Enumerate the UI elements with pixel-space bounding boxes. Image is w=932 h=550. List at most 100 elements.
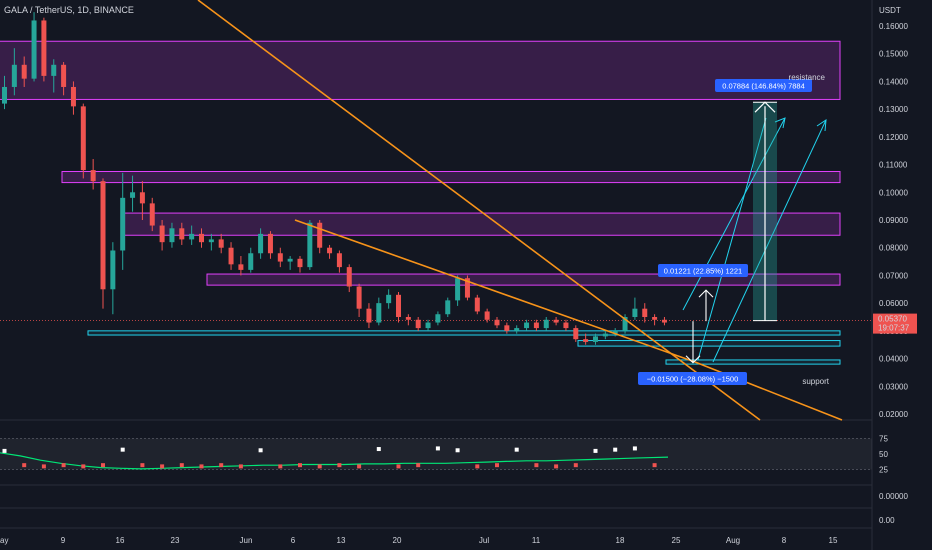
- oscillator-marker: [593, 448, 598, 453]
- candle: [642, 308, 648, 317]
- time-tick-label: 6: [291, 536, 296, 545]
- time-tick-label: 9: [61, 536, 66, 545]
- candle: [149, 203, 155, 226]
- symbol-title: GALA / TetherUS, 1D, BINANCE: [4, 5, 134, 15]
- oscillator-marker: [396, 464, 401, 469]
- oscillator-marker: [514, 447, 519, 452]
- candle: [31, 20, 37, 79]
- oscillator-marker: [495, 463, 499, 468]
- price-tick-label: 0.12000: [879, 133, 908, 142]
- countdown-label: 19:07:37: [878, 324, 910, 333]
- oscillator-marker: [278, 464, 283, 469]
- oscillator-tick-label: 50: [879, 450, 888, 459]
- oscillator-marker: [573, 463, 578, 468]
- price-tick-label: 0.14000: [879, 77, 908, 86]
- projection-line: [682, 117, 786, 311]
- oscillator-marker: [534, 463, 539, 468]
- candle: [435, 314, 441, 323]
- candle: [51, 64, 57, 76]
- candle: [533, 322, 539, 329]
- candle: [199, 233, 204, 243]
- candle: [41, 20, 47, 76]
- candle: [327, 247, 333, 254]
- oscillator-tick-label: 25: [879, 466, 888, 475]
- price-tick-label: 0.13000: [879, 105, 908, 114]
- time-tick-label: 15: [829, 536, 838, 545]
- oscillator-marker: [41, 464, 46, 469]
- candle: [218, 239, 224, 248]
- candle: [297, 258, 303, 268]
- candle: [80, 106, 86, 171]
- candle: [602, 333, 608, 337]
- candle: [228, 247, 234, 265]
- oscillator-marker: [258, 448, 263, 453]
- price-tick-label: 0.04000: [879, 355, 908, 364]
- candle: [504, 325, 510, 331]
- resistance-zone: [0, 40, 841, 100]
- oscillator-marker: [435, 446, 440, 451]
- oscillator-tick-label: 75: [879, 435, 888, 444]
- candle: [336, 253, 342, 268]
- oscillator-marker: [61, 463, 66, 468]
- candle: [356, 286, 362, 309]
- oscillator-marker: [652, 463, 657, 468]
- resistance-zone: [61, 171, 841, 184]
- candle: [287, 258, 293, 262]
- oscillator-marker: [81, 464, 86, 469]
- support-label: support: [802, 377, 829, 386]
- price-tick-label: 0.07000: [879, 271, 908, 280]
- time-tick-label: ay: [0, 536, 8, 545]
- sub-pane-tick-label: 0.00000: [879, 492, 908, 501]
- price-tick-label: 0.10000: [879, 188, 908, 197]
- oscillator-marker: [101, 463, 105, 468]
- time-tick-label: Jun: [240, 536, 253, 545]
- measure-arrowhead: [698, 289, 714, 298]
- oscillator-marker: [140, 463, 145, 468]
- chart-header: GALA / TetherUS, 1D, BINANCE: [4, 5, 134, 15]
- candle: [61, 64, 67, 87]
- oscillator-marker: [199, 464, 204, 469]
- candle: [652, 317, 658, 320]
- candle: [376, 303, 382, 323]
- candle: [238, 264, 244, 270]
- candle: [563, 322, 569, 329]
- candle: [632, 308, 638, 317]
- candle: [248, 253, 254, 270]
- candle: [317, 222, 323, 248]
- measure-label-small: 0.01221 (22.85%) 1221: [664, 267, 742, 276]
- support-zone: [577, 340, 841, 347]
- time-tick-label: 20: [393, 536, 402, 545]
- price-tick-label: 0.08000: [879, 244, 908, 253]
- oscillator-marker: [613, 447, 618, 452]
- candle: [346, 267, 352, 287]
- projection-line: [697, 117, 767, 361]
- candle: [11, 64, 17, 87]
- candle: [573, 328, 579, 340]
- candle: [130, 192, 136, 198]
- candle: [445, 300, 451, 315]
- oscillator-marker: [554, 464, 559, 469]
- candle: [70, 86, 76, 107]
- price-tick-label: 0.11000: [879, 161, 908, 170]
- trendline-projection: [694, 361, 843, 421]
- time-tick-label: 8: [782, 536, 787, 545]
- candle: [661, 319, 667, 323]
- oscillator-marker: [416, 463, 421, 468]
- resistance-label: resistance: [789, 73, 826, 82]
- candle: [100, 181, 106, 290]
- oscillator-marker: [357, 464, 362, 469]
- candle: [307, 222, 313, 268]
- measure-label-large: 0.07884 (146.84%) 7884: [722, 82, 805, 91]
- current-price-label: 0.05370: [878, 315, 907, 324]
- oscillator-marker: [337, 463, 342, 468]
- candle: [120, 197, 126, 251]
- candle: [267, 233, 273, 254]
- oscillator-band: [0, 438, 872, 470]
- candle: [553, 319, 559, 323]
- candle: [464, 278, 470, 298]
- candle: [524, 322, 530, 329]
- candle: [169, 228, 175, 243]
- candle: [396, 294, 401, 317]
- time-tick-label: Jul: [479, 536, 489, 545]
